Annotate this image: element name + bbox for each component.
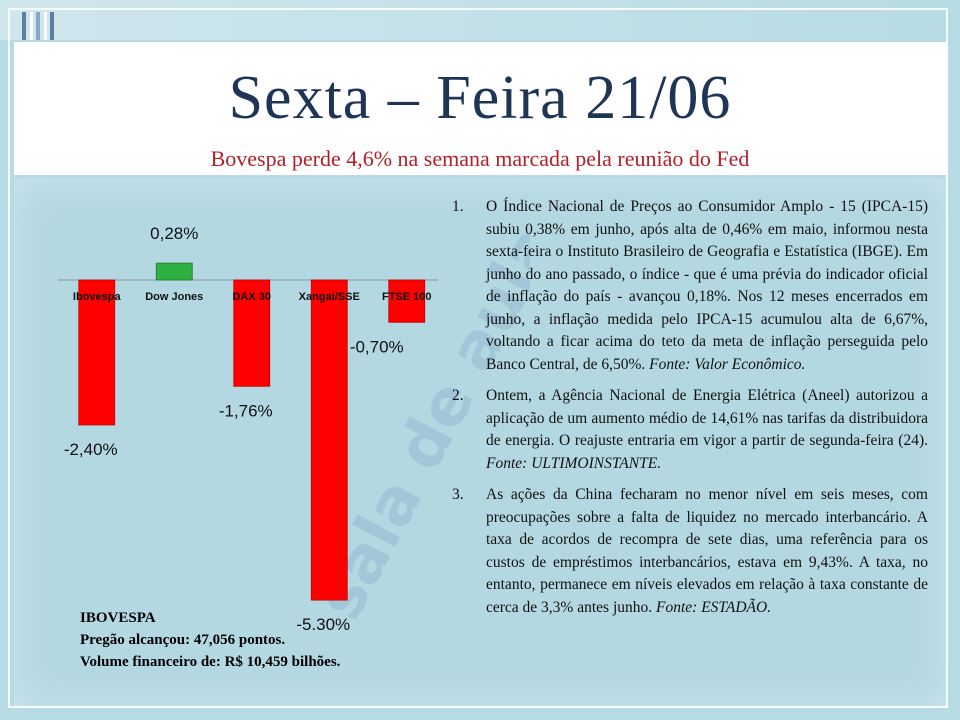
top-strip [0,0,960,40]
news-source: Fonte: ESTADÃO. [656,598,772,616]
news-source: Fonte: ULTIMOINSTANTE. [486,454,662,472]
page-subtitle: Bovespa perde 4,6% na semana marcada pel… [210,146,750,171]
header-panel [14,42,948,175]
ibovespa-volume: Volume financeiro de: R$ 10,459 bilhões. [80,654,341,670]
news-number: 2. [452,387,464,404]
bar-ftse-100 [388,279,426,323]
data-label: 0,28% [150,224,198,243]
ibovespa-points: Pregão alcançou: 47,056 pontos. [80,632,286,648]
news-item: 1. O Índice Nacional de Preços ao Consum… [440,196,928,376]
data-label: -0,70% [350,337,404,356]
ibovespa-summary: IBOVESPA Pregão alcançou: 47,056 pontos.… [80,607,340,673]
news-text: O Índice Nacional de Preços ao Consumido… [486,198,928,373]
bar-dow-jones [155,262,193,281]
bar-xangai-sse [310,279,348,601]
news-item: 3. As ações da China fecharam no menor n… [440,484,928,619]
news-list: 1. O Índice Nacional de Preços ao Consum… [440,196,928,628]
news-item: 2. Ontem, a Agência Nacional de Energia … [440,385,928,475]
category-label: FTSE 100 [382,291,432,303]
category-label: Dow Jones [145,291,203,303]
decorative-stripes [22,12,62,40]
news-number: 1. [452,198,464,215]
bar-ibovespa [78,279,116,426]
page-title: Sexta – Feira 21/06 [228,64,732,132]
bar-chart: Ibovespa -2,40% Dow Jones 0,28% DAX 30 -1,76%… [58,224,438,630]
category-label: Ibovespa [73,291,122,303]
ibovespa-title: IBOVESPA [80,610,156,626]
bar-dax-30 [233,279,271,387]
news-text: As ações da China fecharam no menor níve… [486,486,928,616]
data-label: -5,30% [296,615,350,630]
data-label: -1,76% [219,401,273,420]
category-label: DAX 30 [232,291,271,303]
news-number: 3. [452,486,464,503]
news-source: Fonte: Valor Econômico. [649,355,806,373]
category-label: Xangai/SSE [299,291,360,303]
news-text: Ontem, a Agência Nacional de Energia Elé… [486,387,928,449]
data-label: -2,40% [64,440,118,459]
